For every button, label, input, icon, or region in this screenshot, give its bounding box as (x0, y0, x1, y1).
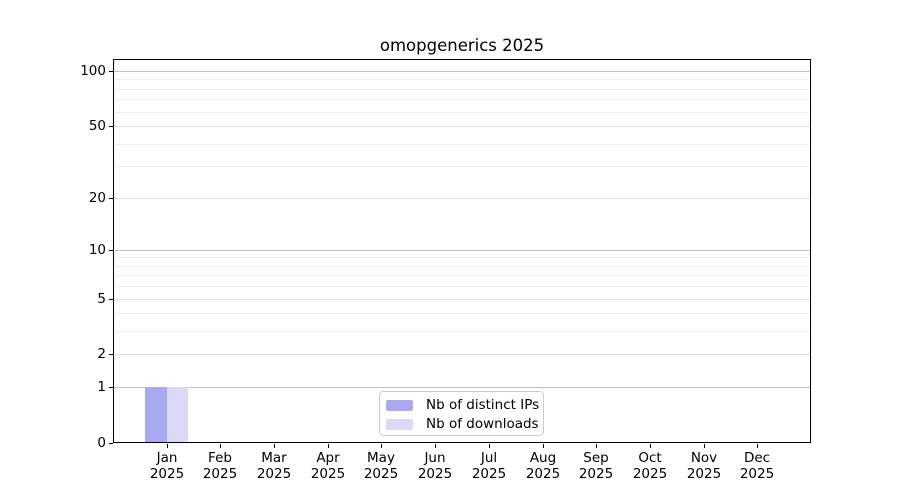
legend-swatch-distinct-ips-icon (386, 399, 413, 411)
gridline-minor-7 (114, 275, 810, 276)
x-tick-label-aug: Aug 2025 (525, 450, 561, 482)
gridline-minor-6 (114, 286, 810, 287)
x-tick-label-sep: Sep 2025 (578, 450, 614, 482)
x-tick-aug (543, 444, 544, 448)
plot-frame (113, 59, 811, 443)
y-tick-5 (109, 299, 113, 300)
x-tick-oct (650, 444, 651, 448)
x-tick-label-mar: Mar 2025 (256, 450, 292, 482)
x-tick-label-feb: Feb 2025 (202, 450, 238, 482)
y-tick-label-50: 50 (88, 118, 106, 134)
gridline-minor-80 (114, 89, 810, 90)
x-tick-nov (704, 444, 705, 448)
bar-distinct-ips-jan (145, 387, 167, 442)
gridline-major-10 (114, 250, 810, 251)
x-tick-label-nov: Nov 2025 (686, 450, 722, 482)
gridline-minor-60 (114, 112, 810, 113)
bar-downloads-jan (166, 387, 189, 442)
x-tick-apr (328, 444, 329, 448)
chart-title: omopgenerics 2025 (379, 36, 545, 55)
y-tick-10 (109, 250, 113, 251)
y-tick-label-0: 0 (97, 435, 106, 451)
gridline-minor-4 (114, 313, 810, 314)
gridline-major-1 (114, 387, 810, 388)
gridline-labeled-20 (114, 198, 810, 199)
x-tick-sep (596, 444, 597, 448)
gridline-labeled-50 (114, 126, 810, 127)
x-tick-feb (220, 444, 221, 448)
y-tick-0 (109, 443, 113, 444)
gridline-minor-40 (114, 144, 810, 145)
gridline-minor-3 (114, 331, 810, 332)
x-tick-dec (757, 444, 758, 448)
x-tick-jun (435, 444, 436, 448)
legend-swatch-downloads-icon (386, 418, 413, 430)
y-tick-1 (109, 387, 113, 388)
x-tick-may (381, 444, 382, 448)
gridline-minor-30 (114, 166, 810, 167)
y-tick-label-100: 100 (80, 63, 106, 79)
x-tick-jul (489, 444, 490, 448)
gridline-minor-8 (114, 266, 810, 267)
y-tick-50 (109, 126, 113, 127)
x-tick-jan (167, 444, 168, 448)
y-tick-label-10: 10 (88, 242, 106, 258)
gridline-minor-90 (114, 79, 810, 80)
y-tick-label-5: 5 (97, 291, 106, 307)
x-tick-label-dec: Dec 2025 (739, 450, 775, 482)
x-tick-label-jan: Jan 2025 (149, 450, 185, 482)
legend: Nb of distinct IPs Nb of downloads (379, 391, 544, 436)
y-tick-100 (109, 71, 113, 72)
gridline-minor-70 (114, 99, 810, 100)
x-tick-mar (274, 444, 275, 448)
y-tick-2 (109, 354, 113, 355)
gridline-labeled-5 (114, 299, 810, 300)
x-tick-label-may: May 2025 (363, 450, 399, 482)
legend-entry-downloads: Nb of downloads (386, 416, 539, 432)
gridline-major-100 (114, 71, 810, 72)
gridline-minor-9 (114, 257, 810, 258)
legend-label-distinct-ips: Nb of distinct IPs (426, 397, 540, 413)
legend-entry-distinct-ips: Nb of distinct IPs (386, 397, 540, 413)
y-tick-label-2: 2 (97, 346, 106, 362)
y-tick-label-1: 1 (97, 379, 106, 395)
x-tick-label-jul: Jul 2025 (471, 450, 507, 482)
x-tick-label-jun: Jun 2025 (417, 450, 453, 482)
x-tick-label-apr: Apr 2025 (310, 450, 346, 482)
y-tick-20 (109, 198, 113, 199)
y-tick-label-20: 20 (88, 190, 106, 206)
gridline-labeled-2 (114, 354, 810, 355)
legend-label-downloads: Nb of downloads (426, 416, 539, 432)
x-tick-label-oct: Oct 2025 (632, 450, 668, 482)
